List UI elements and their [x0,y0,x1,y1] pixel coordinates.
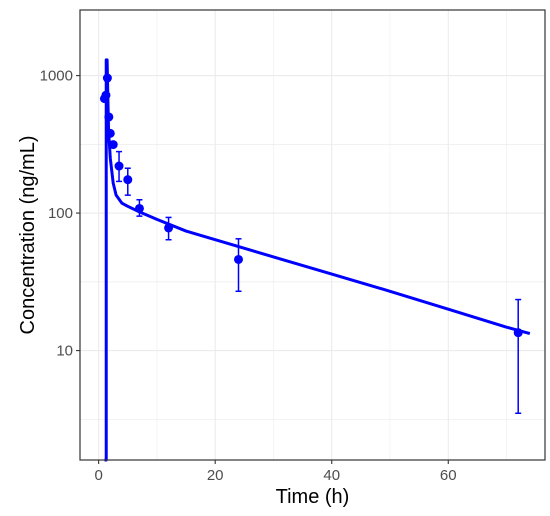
data-point [164,223,174,233]
panel-background [80,10,545,460]
y-tick-label: 1000 [40,68,73,85]
panel-border [79,9,546,461]
data-point [233,254,243,264]
data-points [99,73,523,415]
axis-ticks: 0 20 40 60 10 100 1000 [40,68,457,484]
plot-panel [80,10,545,460]
panel-frame [79,9,546,461]
data-point [123,175,133,185]
x-tick-label: 20 [207,467,224,484]
fitted-curve [104,58,531,462]
data-point [102,73,112,83]
data-point [108,140,118,150]
fitted-curve-line [104,58,531,462]
data-point [513,328,523,338]
data-point [104,112,114,122]
grid [80,10,545,460]
data-point [105,128,115,138]
data-point [114,161,124,171]
y-tick-label: 100 [48,205,73,222]
y-tick-label: 10 [56,343,73,360]
x-axis-title: Time (h) [276,486,350,508]
x-tick-label: 60 [440,467,457,484]
data-point [101,90,111,100]
y-axis-title: Concentration (ng/mL) [17,136,39,335]
data-point [134,203,144,213]
x-tick-label: 40 [323,467,340,484]
x-tick-label: 0 [94,467,102,484]
